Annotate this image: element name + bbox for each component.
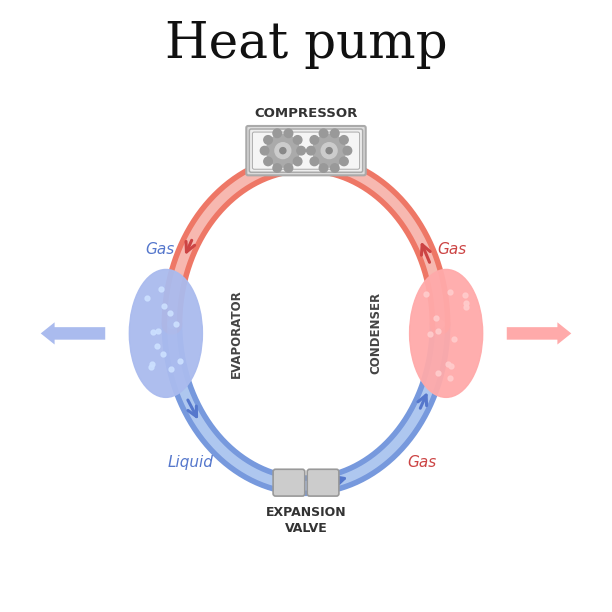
Circle shape xyxy=(264,136,272,144)
Ellipse shape xyxy=(129,269,203,397)
Circle shape xyxy=(266,134,299,167)
Text: Liquid: Liquid xyxy=(167,455,213,471)
FancyBboxPatch shape xyxy=(307,469,339,496)
Circle shape xyxy=(297,146,305,155)
FancyArrowPatch shape xyxy=(41,323,105,345)
Circle shape xyxy=(275,143,291,159)
Text: COMPRESSOR: COMPRESSOR xyxy=(255,108,357,121)
Text: EXPANSION
VALVE: EXPANSION VALVE xyxy=(266,506,346,535)
Circle shape xyxy=(313,134,346,167)
Circle shape xyxy=(340,157,348,166)
Text: Gas: Gas xyxy=(407,455,436,471)
Circle shape xyxy=(340,136,348,144)
Circle shape xyxy=(280,147,286,154)
FancyBboxPatch shape xyxy=(252,132,360,170)
Circle shape xyxy=(273,164,282,173)
Circle shape xyxy=(321,143,337,159)
FancyBboxPatch shape xyxy=(249,129,363,172)
Circle shape xyxy=(293,136,302,144)
Text: CONDENSER: CONDENSER xyxy=(370,293,382,375)
Text: Heat pump: Heat pump xyxy=(165,20,447,69)
Circle shape xyxy=(319,129,328,138)
Circle shape xyxy=(310,157,319,166)
FancyArrowPatch shape xyxy=(507,323,571,345)
Text: Gas: Gas xyxy=(145,242,174,257)
Circle shape xyxy=(326,147,332,154)
Circle shape xyxy=(310,136,319,144)
Circle shape xyxy=(273,129,282,138)
FancyBboxPatch shape xyxy=(273,469,305,496)
Circle shape xyxy=(330,164,339,173)
FancyBboxPatch shape xyxy=(246,126,366,175)
Circle shape xyxy=(264,157,272,166)
Circle shape xyxy=(260,146,269,155)
Circle shape xyxy=(284,129,293,138)
Circle shape xyxy=(293,157,302,166)
Text: EVAPORATOR: EVAPORATOR xyxy=(230,289,242,378)
Ellipse shape xyxy=(409,269,483,397)
Circle shape xyxy=(330,129,339,138)
Circle shape xyxy=(284,164,293,173)
Circle shape xyxy=(343,146,352,155)
Circle shape xyxy=(319,164,328,173)
Text: Gas: Gas xyxy=(438,242,467,257)
Circle shape xyxy=(307,146,315,155)
